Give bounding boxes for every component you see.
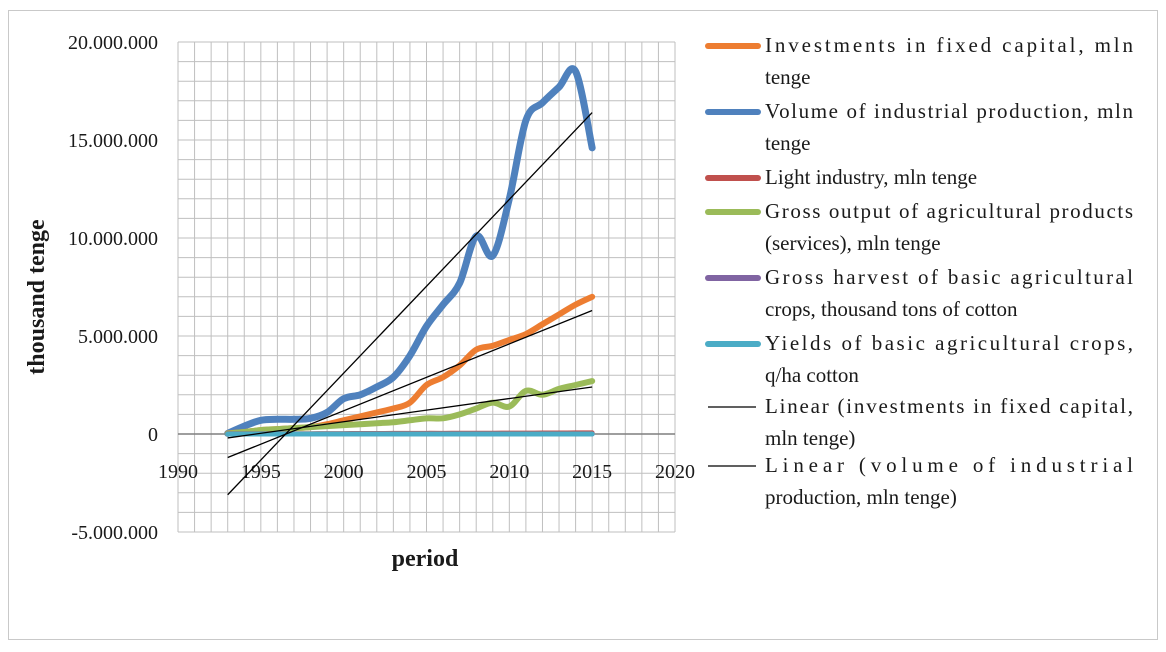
x-tick-label: 2010 <box>489 461 529 483</box>
legend-label: Gross harvest of basic agricultural <box>765 265 1133 289</box>
legend-label: Linear (volume of industrial <box>765 453 1133 477</box>
legend-label: production, mln tenge) <box>765 485 957 509</box>
legend-label: q/ha cotton <box>765 363 859 387</box>
legend-label: Volume of industrial production, mln <box>765 99 1134 123</box>
legend-label: tenge <box>765 65 810 89</box>
trendline <box>227 386 593 439</box>
x-tick-label: 2005 <box>407 461 447 483</box>
x-tick-label: 2020 <box>655 461 695 483</box>
legend: Investments in fixed capital, mln tenge Vo… <box>705 33 1134 509</box>
legend-label: tenge <box>765 131 810 155</box>
legend-label: (services), mln tenge <box>765 231 941 255</box>
y-axis-title: thousand tenge <box>24 219 50 375</box>
y-tick-label: 0 <box>148 424 158 446</box>
legend-label: crops, thousand tons of cotton <box>765 297 1018 321</box>
trendline <box>227 112 593 496</box>
x-tick-label: 2000 <box>324 461 364 483</box>
legend-label: Investments in fixed capital, mln <box>765 33 1134 57</box>
y-tick-label: 5.000.000 <box>78 326 158 348</box>
y-tick-label: 15.000.000 <box>68 130 158 152</box>
y-tick-label: 10.000.000 <box>68 228 158 250</box>
legend-label: Yields of basic agricultural crops, <box>765 331 1133 355</box>
x-tick-label: 1995 <box>241 461 281 483</box>
tick-labels: -5.000.000 0 5.000.000 10.000.000 15.000.000… <box>68 32 695 544</box>
series-lines <box>224 65 596 437</box>
series-line <box>224 65 596 437</box>
legend-label: Light industry, mln tenge <box>765 165 977 189</box>
legend-label: Gross output of agricultural products <box>765 199 1133 223</box>
legend-label: Linear (investments in fixed capital, <box>765 394 1133 418</box>
trendline <box>227 309 593 459</box>
y-tick-label: 20.000.000 <box>68 32 158 54</box>
legend-label: mln tenge) <box>765 426 855 450</box>
series-line <box>224 378 596 437</box>
x-axis-title: period <box>392 546 459 572</box>
y-tick-label: -5.000.000 <box>71 522 158 544</box>
chart-frame <box>8 10 1158 640</box>
x-tick-label: 1990 <box>158 461 198 483</box>
x-tick-label: 2015 <box>572 461 612 483</box>
trendlines <box>227 112 593 496</box>
